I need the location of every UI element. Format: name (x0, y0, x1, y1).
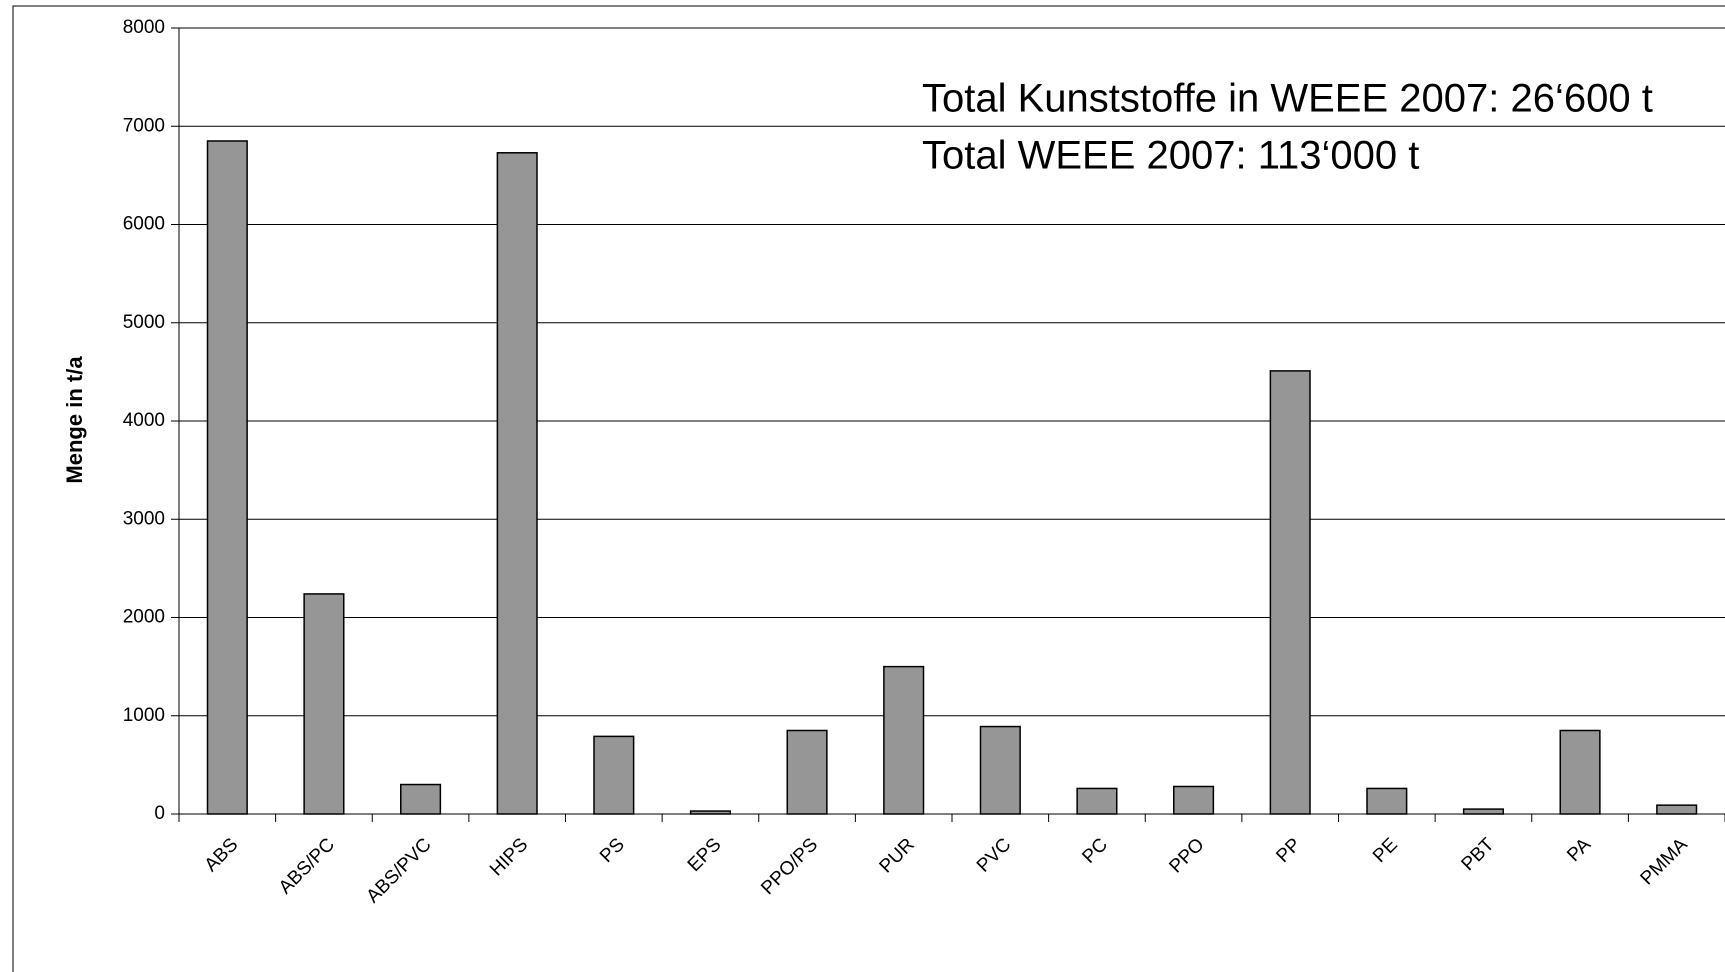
annotation: Total Kunststoffe in WEEE 2007: 26‘600 t (922, 77, 1653, 121)
bar (1656, 804, 1698, 815)
bar (1559, 729, 1601, 815)
x-tick-label: PUR (876, 834, 919, 877)
x-tick-label: PBT (1458, 834, 1499, 875)
bar (1366, 787, 1408, 815)
chart-border (12, 5, 1725, 972)
bar (1269, 370, 1311, 815)
x-tick-label: PA (1563, 834, 1595, 866)
y-tick-label: 1000 (123, 705, 165, 726)
x-tick-label: HIPS (486, 834, 532, 880)
bar (496, 152, 538, 815)
bar (786, 729, 828, 815)
x-tick-label: PE (1369, 834, 1402, 867)
bar (1076, 787, 1118, 815)
bar (400, 783, 442, 815)
x-tick-label: PPO/PS (757, 834, 822, 899)
annotation: Total WEEE 2007: 113‘000 t (922, 134, 1419, 178)
y-tick-label: 5000 (123, 312, 165, 333)
y-tick-label: 7000 (123, 115, 165, 136)
x-tick-label: ABS/PC (275, 834, 339, 898)
bar (1462, 808, 1504, 815)
y-tick-label: 6000 (123, 214, 165, 235)
bar (593, 735, 635, 815)
bar (689, 810, 731, 815)
y-tick-label: 8000 (123, 17, 165, 38)
bar (1173, 785, 1215, 815)
y-axis-label: Menge in t/a (62, 356, 87, 484)
y-tick-label: 0 (154, 803, 165, 824)
bar (883, 665, 925, 815)
bar (979, 725, 1021, 815)
bar (206, 140, 248, 815)
x-tick-label: PPO (1165, 834, 1208, 877)
y-tick-label: 4000 (123, 410, 165, 431)
x-tick-label: ABS/PVC (363, 834, 436, 907)
x-tick-label: PMMA (1637, 834, 1692, 889)
x-tick-label: PC (1078, 834, 1112, 868)
x-tick-label: PP (1272, 834, 1305, 867)
x-tick-label: PVC (973, 834, 1015, 876)
y-tick-label: 3000 (123, 508, 165, 529)
bar (303, 593, 345, 815)
x-tick-label: ABS (201, 834, 243, 876)
y-tick-label: 2000 (123, 607, 165, 628)
x-tick-label: PS (596, 834, 629, 867)
x-tick-label: EPS (684, 834, 726, 876)
